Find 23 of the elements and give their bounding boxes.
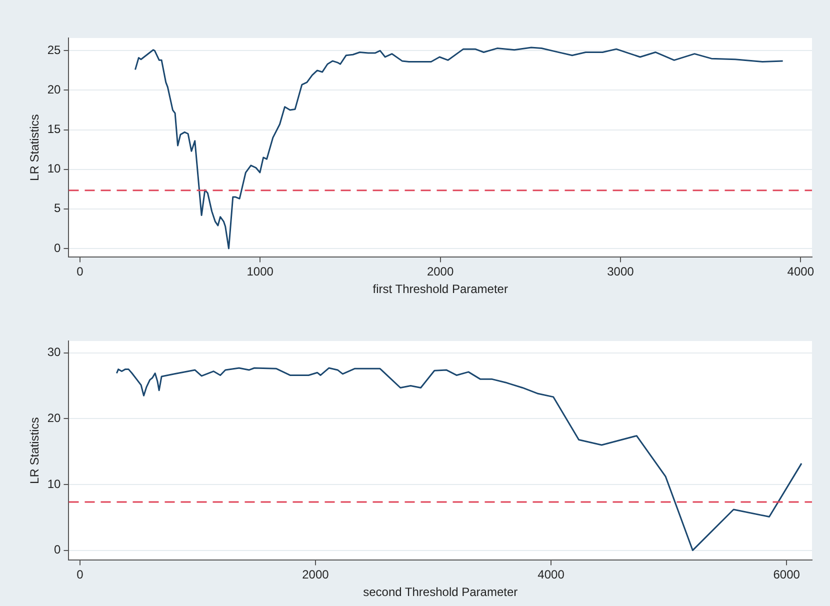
- x-tick-label: 0: [76, 264, 84, 279]
- x-tick-label: 6000: [773, 568, 800, 582]
- y-tick-label: 20: [47, 82, 62, 97]
- x-tick-label: 2000: [302, 568, 330, 582]
- y-axis-title: LR Statistics: [28, 417, 42, 484]
- y-tick-label: 0: [54, 542, 62, 557]
- y-tick-label: 15: [47, 122, 62, 136]
- x-tick-label: 1000: [246, 264, 274, 279]
- x-tick-label: 3000: [607, 264, 634, 279]
- y-tick-label: 5: [54, 201, 62, 216]
- y-tick-label: 25: [47, 42, 62, 57]
- x-tick-label: 4000: [538, 568, 565, 582]
- x-axis-title: first Threshold Parameter: [372, 282, 508, 296]
- y-axis-title: LR Statistics: [28, 114, 42, 181]
- x-tick-label: 0: [76, 568, 84, 582]
- y-tick-label: 10: [47, 162, 62, 176]
- y-tick-label: 0: [54, 240, 62, 255]
- x-tick-label: 4000: [787, 264, 814, 279]
- y-tick-label: 30: [47, 345, 62, 360]
- y-tick-label: 10: [47, 476, 62, 491]
- x-tick-label: 2000: [426, 264, 454, 279]
- y-tick-label: 20: [47, 410, 62, 425]
- x-axis-title: second Threshold Parameter: [363, 585, 518, 600]
